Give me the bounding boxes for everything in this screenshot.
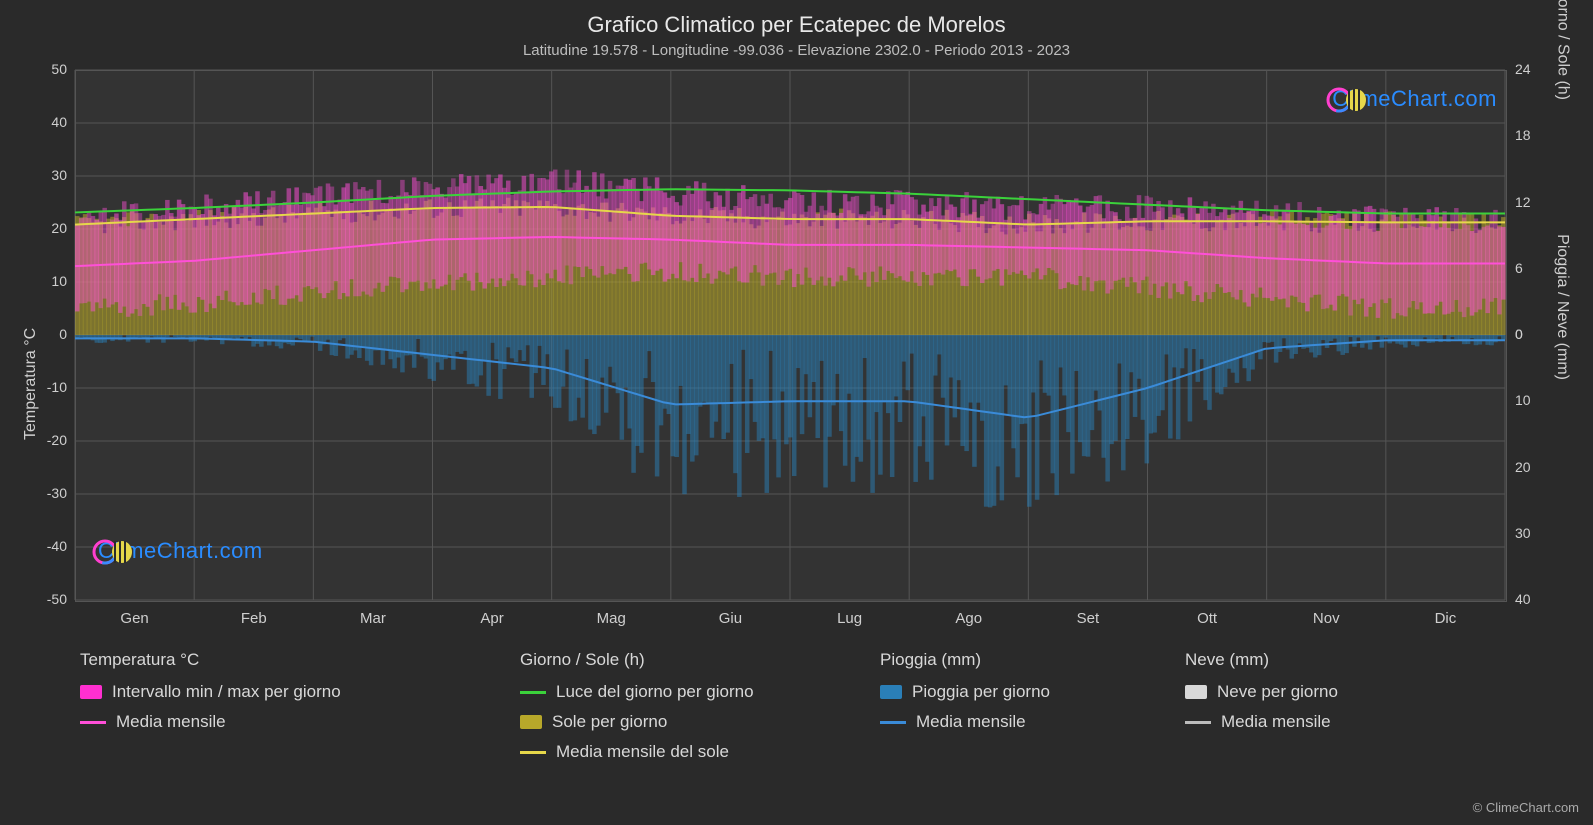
legend-label: Media mensile — [1221, 712, 1331, 732]
legend-label: Intervallo min / max per giorno — [112, 682, 341, 702]
x-month-tick: Mag — [597, 610, 626, 627]
legend-item: Media mensile del sole — [520, 742, 754, 762]
y-left-tick: -30 — [47, 485, 67, 501]
legend-section-snow: Neve (mm) Neve per giorno Media mensile — [1185, 650, 1338, 742]
legend-line-swatch — [80, 721, 106, 724]
y-left-tick: -10 — [47, 379, 67, 395]
y-right-hours-tick: 12 — [1515, 194, 1531, 210]
legend-item: Pioggia per giorno — [880, 682, 1050, 702]
legend-header: Temperatura °C — [80, 650, 341, 670]
x-month-tick: Ott — [1197, 610, 1217, 627]
y-right-hours-tick: 18 — [1515, 127, 1531, 143]
y-left-tick: 50 — [51, 61, 67, 77]
y-right-mm-tick: 10 — [1515, 392, 1531, 408]
y-left-tick: -40 — [47, 538, 67, 554]
y-left-tick: 10 — [51, 273, 67, 289]
legend-line-swatch — [880, 721, 906, 724]
y-right-mm-tick: 40 — [1515, 591, 1531, 607]
climechart-logo-icon — [92, 538, 134, 566]
legend-label: Sole per giorno — [552, 712, 667, 732]
legend-section-day_sun: Giorno / Sole (h) Luce del giorno per gio… — [520, 650, 754, 772]
x-month-tick: Mar — [360, 610, 386, 627]
y-right-hours-tick: 6 — [1515, 260, 1523, 276]
y-left-tick: 0 — [59, 326, 67, 342]
legend-item: Media mensile — [1185, 712, 1338, 732]
climechart-logo-icon — [1326, 86, 1368, 114]
watermark-top-right: ClimeChart.com — [1326, 86, 1497, 112]
legend-line-swatch — [1185, 721, 1211, 724]
legend-section-rain: Pioggia (mm) Pioggia per giorno Media mens… — [880, 650, 1050, 742]
y-axis-right-top-label: Giorno / Sole (h) — [1553, 0, 1571, 100]
watermark-bottom-left: ClimeChart.com — [92, 538, 263, 564]
legend-item: Media mensile — [80, 712, 341, 732]
legend-label: Media mensile del sole — [556, 742, 729, 762]
legend-label: Luce del giorno per giorno — [556, 682, 754, 702]
y-left-tick: -20 — [47, 432, 67, 448]
y-right-mm-tick: 30 — [1515, 525, 1531, 541]
y-left-tick: 30 — [51, 167, 67, 183]
legend-label: Media mensile — [116, 712, 226, 732]
legend-section-temperature: Temperatura °C Intervallo min / max per g… — [80, 650, 341, 742]
legend-swatch — [80, 685, 102, 699]
legend-swatch — [880, 685, 902, 699]
legend-header: Giorno / Sole (h) — [520, 650, 754, 670]
legend-item: Neve per giorno — [1185, 682, 1338, 702]
legend-label: Media mensile — [916, 712, 1026, 732]
y-right-mm-tick: 0 — [1515, 326, 1523, 342]
legend-label: Pioggia per giorno — [912, 682, 1050, 702]
legend-line-swatch — [520, 691, 546, 694]
y-axis-right-bottom-label: Pioggia / Neve (mm) — [1553, 234, 1571, 380]
legend-item: Luce del giorno per giorno — [520, 682, 754, 702]
x-month-tick: Dic — [1435, 610, 1457, 627]
y-right-hours-tick: 24 — [1515, 61, 1531, 77]
legend-header: Pioggia (mm) — [880, 650, 1050, 670]
legend-item: Intervallo min / max per giorno — [80, 682, 341, 702]
x-month-tick: Ago — [955, 610, 982, 627]
legend-label: Neve per giorno — [1217, 682, 1338, 702]
y-axis-left-label: Temperatura °C — [22, 328, 40, 440]
x-month-tick: Set — [1077, 610, 1100, 627]
y-right-mm-tick: 20 — [1515, 459, 1531, 475]
y-left-tick: 20 — [51, 220, 67, 236]
legend-line-swatch — [520, 751, 546, 754]
x-month-tick: Giu — [719, 610, 742, 627]
legend-item: Media mensile — [880, 712, 1050, 732]
legend-header: Neve (mm) — [1185, 650, 1338, 670]
legend-swatch — [1185, 685, 1207, 699]
x-month-tick: Nov — [1313, 610, 1340, 627]
y-left-tick: 40 — [51, 114, 67, 130]
legend-swatch — [520, 715, 542, 729]
x-month-tick: Lug — [837, 610, 862, 627]
y-left-tick: -50 — [47, 591, 67, 607]
climate-chart: Grafico Climatico per Ecatepec de Morelo… — [0, 0, 1593, 825]
x-month-tick: Gen — [120, 610, 148, 627]
x-month-tick: Apr — [480, 610, 503, 627]
copyright: © ClimeChart.com — [1473, 800, 1579, 815]
x-month-tick: Feb — [241, 610, 267, 627]
legend-item: Sole per giorno — [520, 712, 754, 732]
